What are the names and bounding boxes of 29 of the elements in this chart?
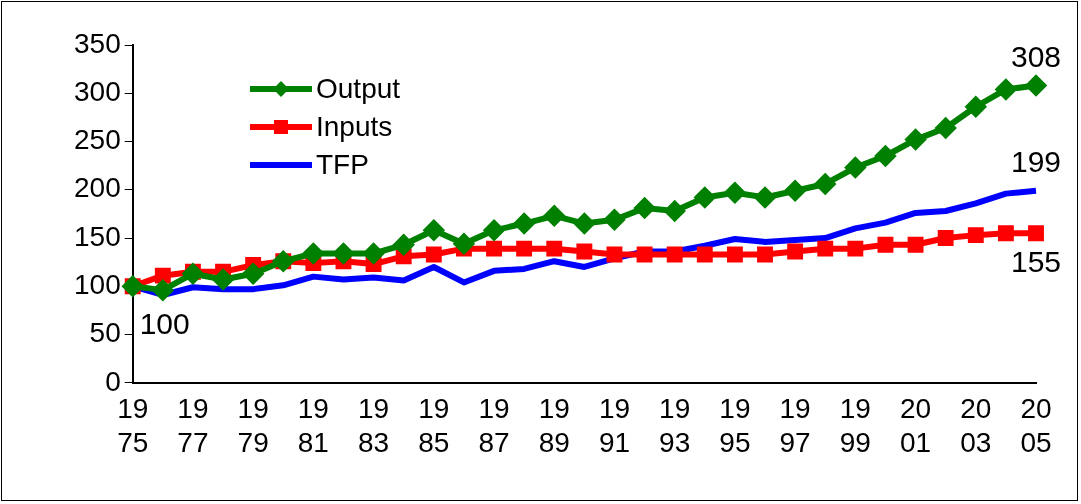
x-tick-label: 1993 (659, 393, 691, 458)
data-label: 100 (139, 306, 190, 340)
x-tick-label: 2003 (960, 393, 992, 458)
x-tick-label: 1997 (779, 393, 811, 458)
x-tick-label: 1977 (177, 393, 209, 458)
x-tick-label: 1983 (358, 393, 390, 458)
x-tick-label: 1991 (598, 393, 631, 458)
y-tick-label: 350 (74, 27, 121, 59)
y-tick-label: 100 (74, 269, 121, 300)
y-tick-label: 250 (74, 124, 121, 156)
x-tick-label: 1989 (538, 393, 570, 458)
x-tick-label: 1985 (418, 393, 450, 458)
legend-label: TFP (316, 148, 369, 182)
data-label: 308 (1010, 39, 1062, 73)
x-tick-label: 2001 (899, 393, 932, 458)
x-tick-label: 1987 (478, 393, 510, 458)
x-tick-label: 1981 (297, 393, 329, 458)
x-tick-label: 1995 (719, 393, 751, 458)
data-label: 199 (1010, 145, 1062, 178)
legend-label: Output (316, 72, 401, 106)
x-tick-label: 2005 (1020, 393, 1052, 458)
y-tick-label: 200 (74, 172, 121, 204)
y-tick-label: 150 (74, 220, 121, 252)
y-tick-label: 50 (89, 317, 121, 349)
x-tick-label: 1999 (839, 393, 871, 458)
data-label: 155 (1010, 245, 1062, 279)
legend-label: Inputs (316, 110, 393, 144)
y-tick-label: 300 (74, 75, 121, 107)
x-tick-label: 1979 (237, 393, 269, 458)
